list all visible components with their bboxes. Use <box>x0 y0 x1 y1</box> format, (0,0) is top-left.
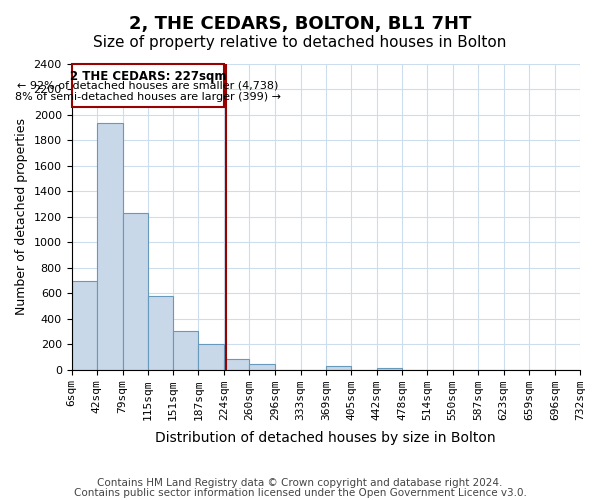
Bar <box>377 368 402 370</box>
Bar <box>198 344 224 370</box>
Text: Contains HM Land Registry data © Crown copyright and database right 2024.: Contains HM Land Registry data © Crown c… <box>97 478 503 488</box>
X-axis label: Distribution of detached houses by size in Bolton: Distribution of detached houses by size … <box>155 431 496 445</box>
Bar <box>148 296 173 370</box>
Bar <box>97 122 122 370</box>
Text: Size of property relative to detached houses in Bolton: Size of property relative to detached ho… <box>94 35 506 50</box>
Text: 8% of semi-detached houses are larger (399) →: 8% of semi-detached houses are larger (3… <box>15 92 281 102</box>
Bar <box>173 331 198 370</box>
Bar <box>122 213 148 370</box>
Y-axis label: Number of detached properties: Number of detached properties <box>15 118 28 316</box>
Bar <box>224 360 250 370</box>
Bar <box>326 366 351 370</box>
Bar <box>71 280 97 370</box>
Text: ← 92% of detached houses are smaller (4,738): ← 92% of detached houses are smaller (4,… <box>17 80 278 90</box>
FancyBboxPatch shape <box>71 64 224 108</box>
Text: Contains public sector information licensed under the Open Government Licence v3: Contains public sector information licen… <box>74 488 526 498</box>
Text: 2, THE CEDARS, BOLTON, BL1 7HT: 2, THE CEDARS, BOLTON, BL1 7HT <box>129 15 471 33</box>
Text: 2 THE CEDARS: 227sqm: 2 THE CEDARS: 227sqm <box>70 70 226 82</box>
Bar <box>250 364 275 370</box>
